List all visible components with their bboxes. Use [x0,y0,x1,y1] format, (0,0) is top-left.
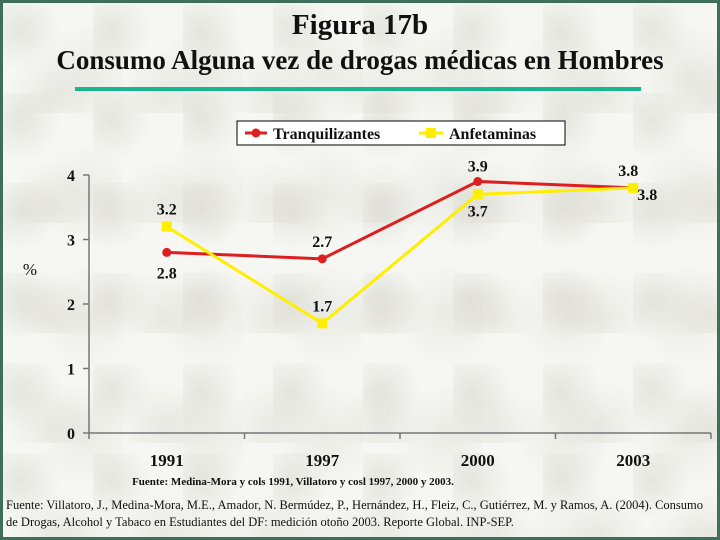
data-label-anfetaminas: 3.8 [637,187,657,204]
x-tick-label: 1991 [150,451,184,470]
y-tick-label: 0 [67,426,75,443]
y-tick-label: 3 [67,233,75,250]
data-label-anfetaminas: 3.2 [157,202,177,219]
chart-subtitle: Consumo Alguna vez de drogas médicas en … [56,45,664,75]
data-labels: 2.8 2.7 3.9 3.8 3.2 1.7 3.7 3.8 [157,158,658,315]
axes: 0 1 2 3 4 1991 1997 2000 2003 [67,168,712,470]
series-line-anfetaminas [165,186,634,326]
data-point-tranquilizantes [317,254,327,264]
legend-box [236,120,566,146]
series-layer [161,176,639,329]
legend-label-tranquilizantes: Tranquilizantes [273,126,380,143]
data-point-anfetaminas [317,318,328,329]
x-tick-label: 2003 [616,451,650,470]
x-tick-label: 1997 [305,451,340,470]
data-label-tranquilizantes: 2.7 [312,234,332,251]
chart-note: Fuente: Medina-Mora y cols 1991, Villato… [132,476,454,488]
data-point-anfetaminas [472,189,483,200]
legend-marker-anfetaminas [426,128,436,138]
series-line-tranquilizantes [166,179,634,261]
data-point-tranquilizantes [162,247,172,257]
legend-marker-tranquilizantes [251,128,261,138]
data-label-anfetaminas: 1.7 [312,298,332,315]
x-tick-label: 2000 [461,451,495,470]
y-tick-label: 1 [67,362,75,379]
y-axis-label: % [23,260,37,279]
data-point-anfetaminas [161,221,172,232]
data-label-tranquilizantes: 3.9 [468,158,488,175]
y-tick-label: 4 [67,168,75,185]
source-citation: Fuente: Villatoro, J., Medina-Mora, M.E.… [6,498,704,529]
legend-label-anfetaminas: Anfetaminas [449,126,536,143]
data-point-anfetaminas [628,182,639,193]
chart-title: Figura 17b [291,9,429,41]
title-underline [75,87,641,91]
data-label-tranquilizantes: 2.8 [157,265,177,282]
data-label-anfetaminas: 3.7 [468,203,488,220]
legend: Tranquilizantes Anfetaminas [236,120,566,146]
line-chart: Tranquilizantes Anfetaminas 0 1 2 3 4 1991 199… [23,120,712,488]
y-tick-label: 2 [67,297,75,314]
data-point-tranquilizantes [473,176,483,186]
data-label-tranquilizantes: 3.8 [618,163,638,180]
